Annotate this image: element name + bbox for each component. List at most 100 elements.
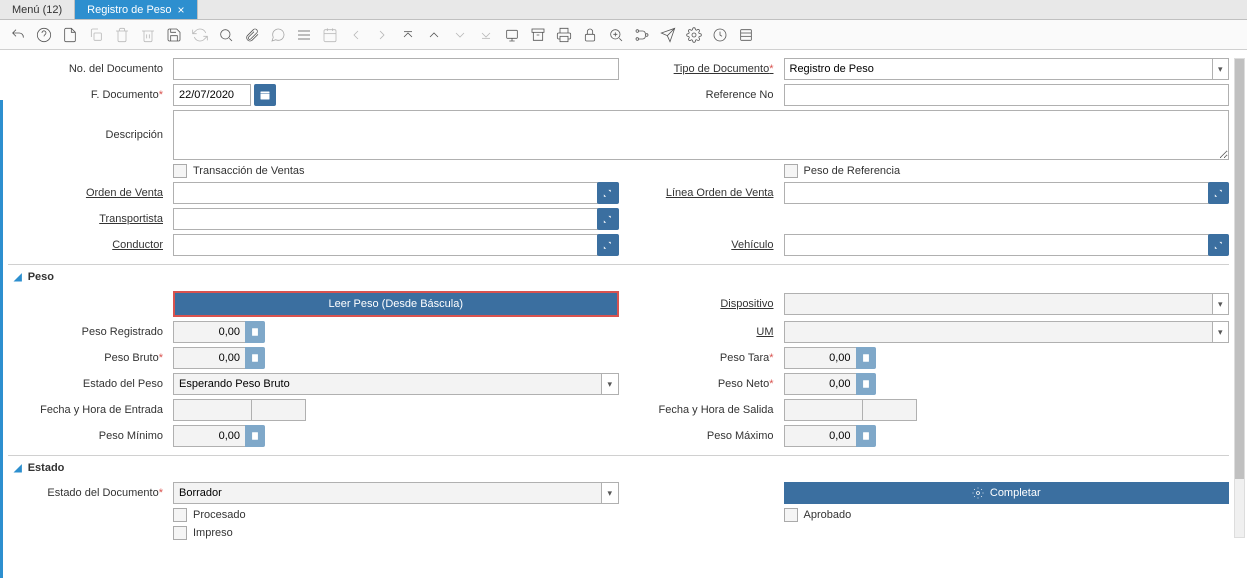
- sales-order-input[interactable]: [173, 182, 598, 204]
- lock-icon[interactable]: [580, 25, 600, 45]
- dispositivo-select[interactable]: [784, 293, 1212, 315]
- label-ref-no: Reference No: [619, 89, 784, 101]
- undo-icon[interactable]: [8, 25, 28, 45]
- down-icon[interactable]: [450, 25, 470, 45]
- fecha-salida-date[interactable]: [784, 399, 862, 421]
- next-icon[interactable]: [372, 25, 392, 45]
- close-icon[interactable]: ×: [178, 3, 185, 17]
- label-peso-registrado: Peso Registrado: [8, 326, 173, 338]
- peso-registrado-input[interactable]: [173, 321, 245, 343]
- ref-weight-checkbox[interactable]: [784, 164, 798, 178]
- product-icon[interactable]: [710, 25, 730, 45]
- peso-minimo-input[interactable]: [173, 425, 245, 447]
- report-icon[interactable]: [502, 25, 522, 45]
- calc-icon[interactable]: [856, 425, 876, 447]
- scrollbar[interactable]: [1234, 58, 1245, 538]
- first-icon[interactable]: [398, 25, 418, 45]
- prev-icon[interactable]: [346, 25, 366, 45]
- grid-icon[interactable]: [294, 25, 314, 45]
- delete-icon[interactable]: [112, 25, 132, 45]
- label-dispositivo: Dispositivo: [619, 298, 784, 310]
- peso-bruto-input[interactable]: [173, 347, 245, 369]
- save-icon[interactable]: [164, 25, 184, 45]
- label-aprobado: Aprobado: [804, 509, 852, 521]
- um-select[interactable]: [784, 321, 1212, 343]
- label-ref-weight: Peso de Referencia: [804, 165, 901, 177]
- ref-no-input[interactable]: [784, 84, 1230, 106]
- doc-date-input[interactable]: [173, 84, 251, 106]
- calc-icon[interactable]: [245, 321, 265, 343]
- doc-type-select[interactable]: [784, 58, 1212, 80]
- help-icon[interactable]: [34, 25, 54, 45]
- sales-order-lookup-icon[interactable]: [597, 182, 618, 204]
- label-procesado: Procesado: [193, 509, 246, 521]
- search-icon[interactable]: [216, 25, 236, 45]
- copy-icon[interactable]: [86, 25, 106, 45]
- zoom-icon[interactable]: [606, 25, 626, 45]
- refresh-icon[interactable]: [190, 25, 210, 45]
- calc-icon[interactable]: [245, 425, 265, 447]
- sales-order-line-input[interactable]: [784, 182, 1209, 204]
- transportista-lookup-icon[interactable]: [597, 208, 618, 230]
- aprobado-checkbox[interactable]: [784, 508, 798, 522]
- doc-no-input[interactable]: [173, 58, 619, 80]
- up-icon[interactable]: [424, 25, 444, 45]
- read-weight-button[interactable]: Leer Peso (Desde Báscula): [173, 291, 619, 317]
- conductor-input[interactable]: [173, 234, 598, 256]
- label-peso-minimo: Peso Mínimo: [8, 430, 173, 442]
- label-sales-trx: Transacción de Ventas: [193, 165, 305, 177]
- history-icon[interactable]: [320, 25, 340, 45]
- delete2-icon[interactable]: [138, 25, 158, 45]
- vehiculo-input[interactable]: [784, 234, 1209, 256]
- calendar-icon[interactable]: [254, 84, 276, 106]
- peso-maximo-input[interactable]: [784, 425, 856, 447]
- estado-doc-select[interactable]: [173, 482, 601, 504]
- blue-marker: [0, 100, 3, 578]
- dispositivo-dropdown-icon[interactable]: [1212, 293, 1229, 315]
- calc-icon[interactable]: [856, 373, 876, 395]
- print-icon[interactable]: [554, 25, 574, 45]
- procesado-checkbox[interactable]: [173, 508, 187, 522]
- estado-peso-dropdown-icon[interactable]: [601, 373, 618, 395]
- fecha-entrada-time[interactable]: [251, 399, 306, 421]
- sales-order-line-lookup-icon[interactable]: [1208, 182, 1229, 204]
- request-icon[interactable]: [658, 25, 678, 45]
- tab-menu[interactable]: Menú (12): [0, 0, 75, 19]
- impreso-checkbox[interactable]: [173, 526, 187, 540]
- attachment-icon[interactable]: [242, 25, 262, 45]
- new-icon[interactable]: [60, 25, 80, 45]
- vehiculo-lookup-icon[interactable]: [1208, 234, 1229, 256]
- description-textarea[interactable]: [173, 110, 1229, 160]
- calc-icon[interactable]: [245, 347, 265, 369]
- um-dropdown-icon[interactable]: [1212, 321, 1229, 343]
- doc-type-dropdown-icon[interactable]: [1212, 58, 1229, 80]
- gear-icon[interactable]: [684, 25, 704, 45]
- workflow-icon[interactable]: [632, 25, 652, 45]
- sales-trx-checkbox[interactable]: [173, 164, 187, 178]
- label-peso-maximo: Peso Máximo: [619, 430, 784, 442]
- estado-doc-dropdown-icon[interactable]: [601, 482, 618, 504]
- label-peso-tara: Peso Tara*: [619, 352, 784, 364]
- estado-peso-select[interactable]: [173, 373, 601, 395]
- tab-registro-peso[interactable]: Registro de Peso×: [75, 0, 197, 19]
- transportista-input[interactable]: [173, 208, 598, 230]
- peso-tara-input[interactable]: [784, 347, 856, 369]
- fecha-entrada-date[interactable]: [173, 399, 251, 421]
- conductor-lookup-icon[interactable]: [597, 234, 618, 256]
- info-icon[interactable]: [736, 25, 756, 45]
- tab-bar: Menú (12) Registro de Peso×: [0, 0, 1247, 20]
- chat-icon[interactable]: [268, 25, 288, 45]
- section-peso[interactable]: ◢Peso: [14, 271, 1229, 283]
- archive-icon[interactable]: [528, 25, 548, 45]
- calc-icon[interactable]: [856, 347, 876, 369]
- fecha-salida-time[interactable]: [862, 399, 917, 421]
- label-transportista: Transportista: [8, 213, 173, 225]
- completar-button[interactable]: Completar: [784, 482, 1230, 504]
- scrollbar-thumb[interactable]: [1235, 59, 1244, 479]
- section-estado[interactable]: ◢Estado: [14, 462, 1229, 474]
- label-peso-bruto: Peso Bruto*: [8, 352, 173, 364]
- label-fecha-entrada: Fecha y Hora de Entrada: [8, 404, 173, 416]
- label-estado-peso: Estado del Peso: [8, 378, 173, 390]
- last-icon[interactable]: [476, 25, 496, 45]
- peso-neto-input[interactable]: [784, 373, 856, 395]
